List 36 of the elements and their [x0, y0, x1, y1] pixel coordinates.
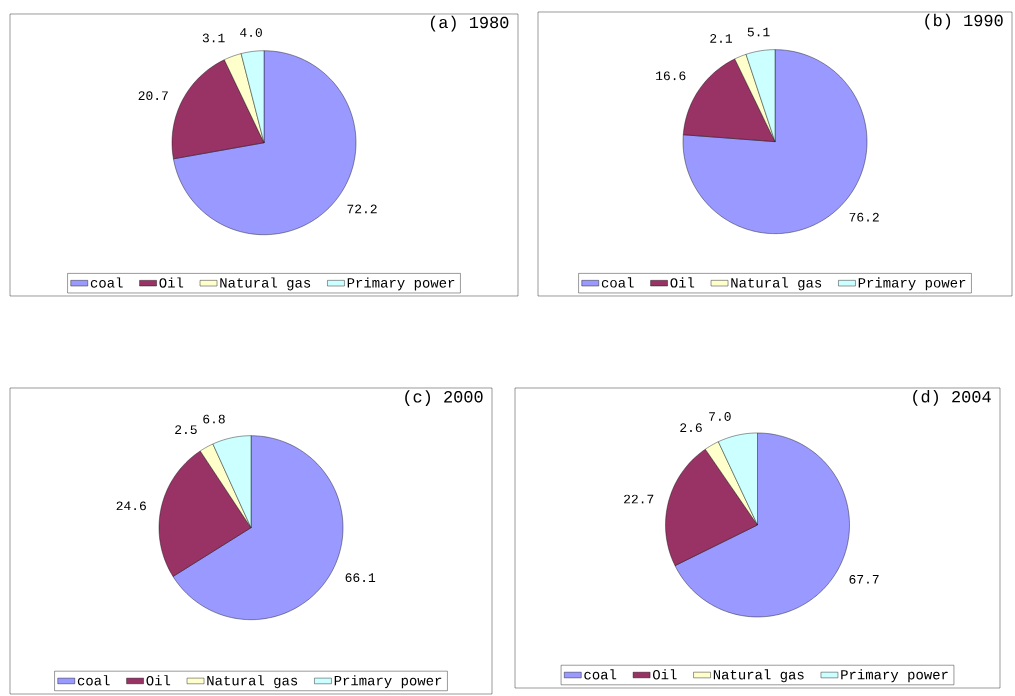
chart-title: (d) 2004	[913, 390, 991, 406]
data-label: 4.0	[240, 28, 262, 37]
data-label: 22.7	[624, 494, 654, 504]
data-label: 7.0	[709, 412, 731, 421]
data-label: 2.5	[175, 425, 197, 435]
legend-label: Primary power	[858, 277, 966, 291]
chart-title: (a) 1980	[430, 15, 509, 32]
data-label: 67.7	[849, 574, 879, 584]
legend-label: Natural gas	[220, 277, 311, 291]
data-label: 6.8	[203, 414, 225, 424]
legend-label: coal	[77, 675, 110, 686]
legend-label: Primary power	[347, 277, 455, 291]
legend-label: Natural gas	[731, 277, 822, 291]
data-label: 2.6	[680, 423, 702, 433]
legend-label: coal	[601, 277, 634, 288]
data-label: 5.1	[747, 27, 770, 37]
legend-label: coal	[90, 277, 123, 288]
legend-label: Natural gas	[713, 669, 804, 683]
data-label: 76.2	[849, 212, 879, 222]
legend-label: coal	[584, 669, 617, 680]
data-label: 66.1	[345, 573, 376, 583]
legend-label: Primary power	[334, 675, 442, 689]
data-label: 16.6	[656, 71, 686, 81]
data-label: 72.2	[347, 204, 377, 214]
legend-label: Primary power	[841, 669, 948, 683]
legend-label: Oil	[146, 675, 171, 686]
legend-label: Natural gas	[207, 675, 298, 689]
legend-label: Oil	[670, 277, 695, 288]
legend-label: Oil	[652, 669, 677, 680]
data-label: 2.1	[710, 34, 733, 43]
chart-title: (c) 2000	[405, 390, 483, 406]
chart-title: (b) 1990	[925, 13, 1003, 30]
data-label: 20.7	[138, 91, 168, 101]
legend-label: Oil	[159, 277, 184, 288]
data-label: 24.6	[116, 501, 146, 511]
data-label: 3.1	[202, 33, 225, 43]
